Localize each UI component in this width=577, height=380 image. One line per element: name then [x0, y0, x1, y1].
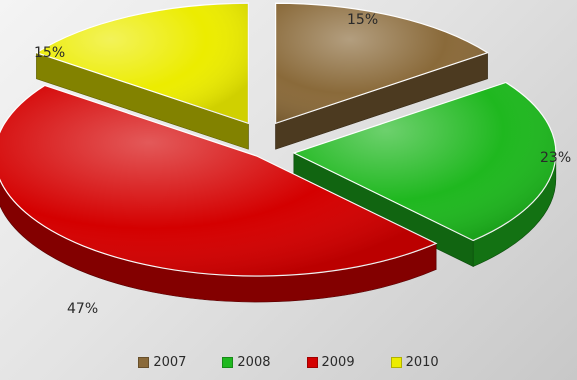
legend: 2007 2008 2009 2010	[0, 355, 577, 370]
slice-gloss-2007	[275, 3, 488, 124]
legend-swatch-2009	[306, 357, 318, 368]
pie-slice-2007	[275, 2, 489, 150]
slice-gloss-2010	[36, 3, 249, 124]
legend-label-2009: 2009	[321, 355, 355, 370]
legend-item-2010: 2010	[390, 355, 439, 370]
slice-label-2007: 15%	[347, 12, 378, 28]
pie-slice-2009	[0, 84, 438, 303]
slice-label-2009: 47%	[67, 301, 98, 317]
legend-label-2007: 2007	[153, 355, 187, 370]
slice-gloss-2009	[0, 85, 437, 276]
legend-swatch-2008	[222, 357, 234, 368]
legend-label-2010: 2010	[405, 355, 439, 370]
slice-label-2008: 23%	[540, 150, 571, 166]
pie-slice-2010	[35, 2, 249, 150]
legend-item-2008: 2008	[222, 355, 271, 370]
legend-swatch-2007	[138, 357, 150, 368]
pie-slice-2008	[292, 81, 557, 267]
slice-gloss-2008	[293, 82, 556, 241]
legend-swatch-2010	[390, 357, 402, 368]
slice-label-2010: 15%	[34, 45, 65, 61]
legend-label-2008: 2008	[237, 355, 271, 370]
legend-item-2007: 2007	[138, 355, 186, 370]
legend-item-2009: 2009	[306, 355, 355, 370]
